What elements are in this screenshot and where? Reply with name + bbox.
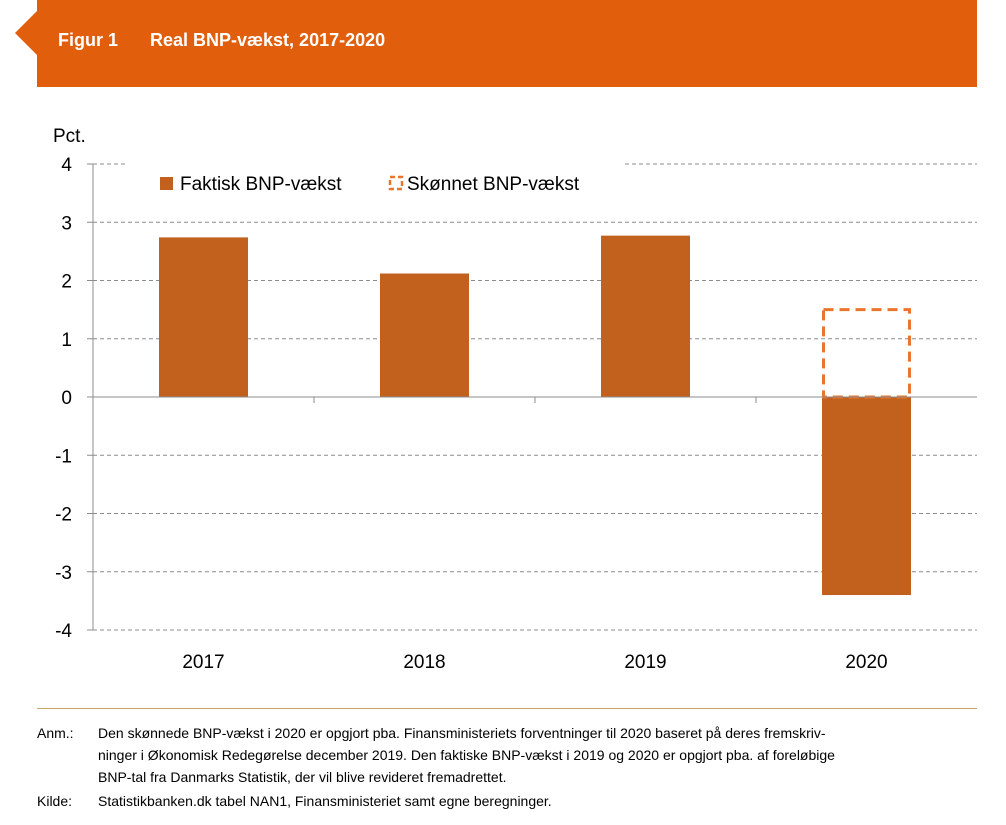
bar-skonnet-2020 (822, 308, 911, 399)
y-tick-label: 3 (61, 213, 72, 234)
x-tick-label: 2020 (845, 652, 887, 673)
y-tick-label: -3 (55, 563, 72, 584)
bar-faktisk-2017 (159, 237, 248, 397)
note-anm-line2: ninger i Økonomisk Redegørelse december … (98, 747, 835, 763)
y-axis-label: Pct. (53, 126, 86, 147)
notes-divider (37, 708, 977, 709)
y-tick-label: -2 (55, 505, 72, 526)
y-tick-label: 1 (61, 330, 72, 351)
header-notch-decoration (15, 11, 37, 55)
bar-chart: 4 3 2 1 0 -1 -2 -3 -4 Pct. 2017 2018 2019 2020 Faktisk… (53, 126, 977, 673)
note-anm-key: Anm.: (37, 725, 74, 741)
bar-faktisk-2018 (380, 273, 469, 397)
note-anm-line1: Den skønnede BNP-vækst i 2020 er opgjort… (98, 725, 826, 741)
figure-number: Figur 1 (58, 30, 119, 50)
y-tick-label: -4 (55, 621, 72, 642)
legend-swatch-skonnet (388, 175, 404, 191)
x-tick-label: 2017 (182, 652, 224, 673)
y-tick-label: 4 (61, 155, 72, 176)
figure-title: Real BNP-vækst, 2017-2020 (150, 30, 386, 50)
note-kilde-key: Kilde: (37, 793, 73, 809)
y-tick-label: 2 (61, 272, 72, 293)
legend-swatch-faktisk (160, 177, 173, 190)
legend-background (125, 160, 623, 198)
note-anm-line3: BNP-tal fra Danmarks Statistik, der vil … (98, 769, 507, 785)
y-tick-label: -1 (55, 446, 72, 467)
bar-faktisk-2020 (822, 397, 911, 596)
legend-label-faktisk: Faktisk BNP-vækst (180, 174, 342, 195)
figure-header-band (37, 0, 977, 87)
note-kilde-text: Statistikbanken.dk tabel NAN1, Finansmin… (98, 793, 552, 809)
legend-label-skonnet: Skønnet BNP-vækst (407, 174, 580, 195)
y-tick-label: 0 (61, 388, 72, 409)
x-tick-label: 2019 (624, 652, 666, 673)
x-tick-label: 2018 (403, 652, 445, 673)
bar-faktisk-2019 (601, 235, 690, 397)
